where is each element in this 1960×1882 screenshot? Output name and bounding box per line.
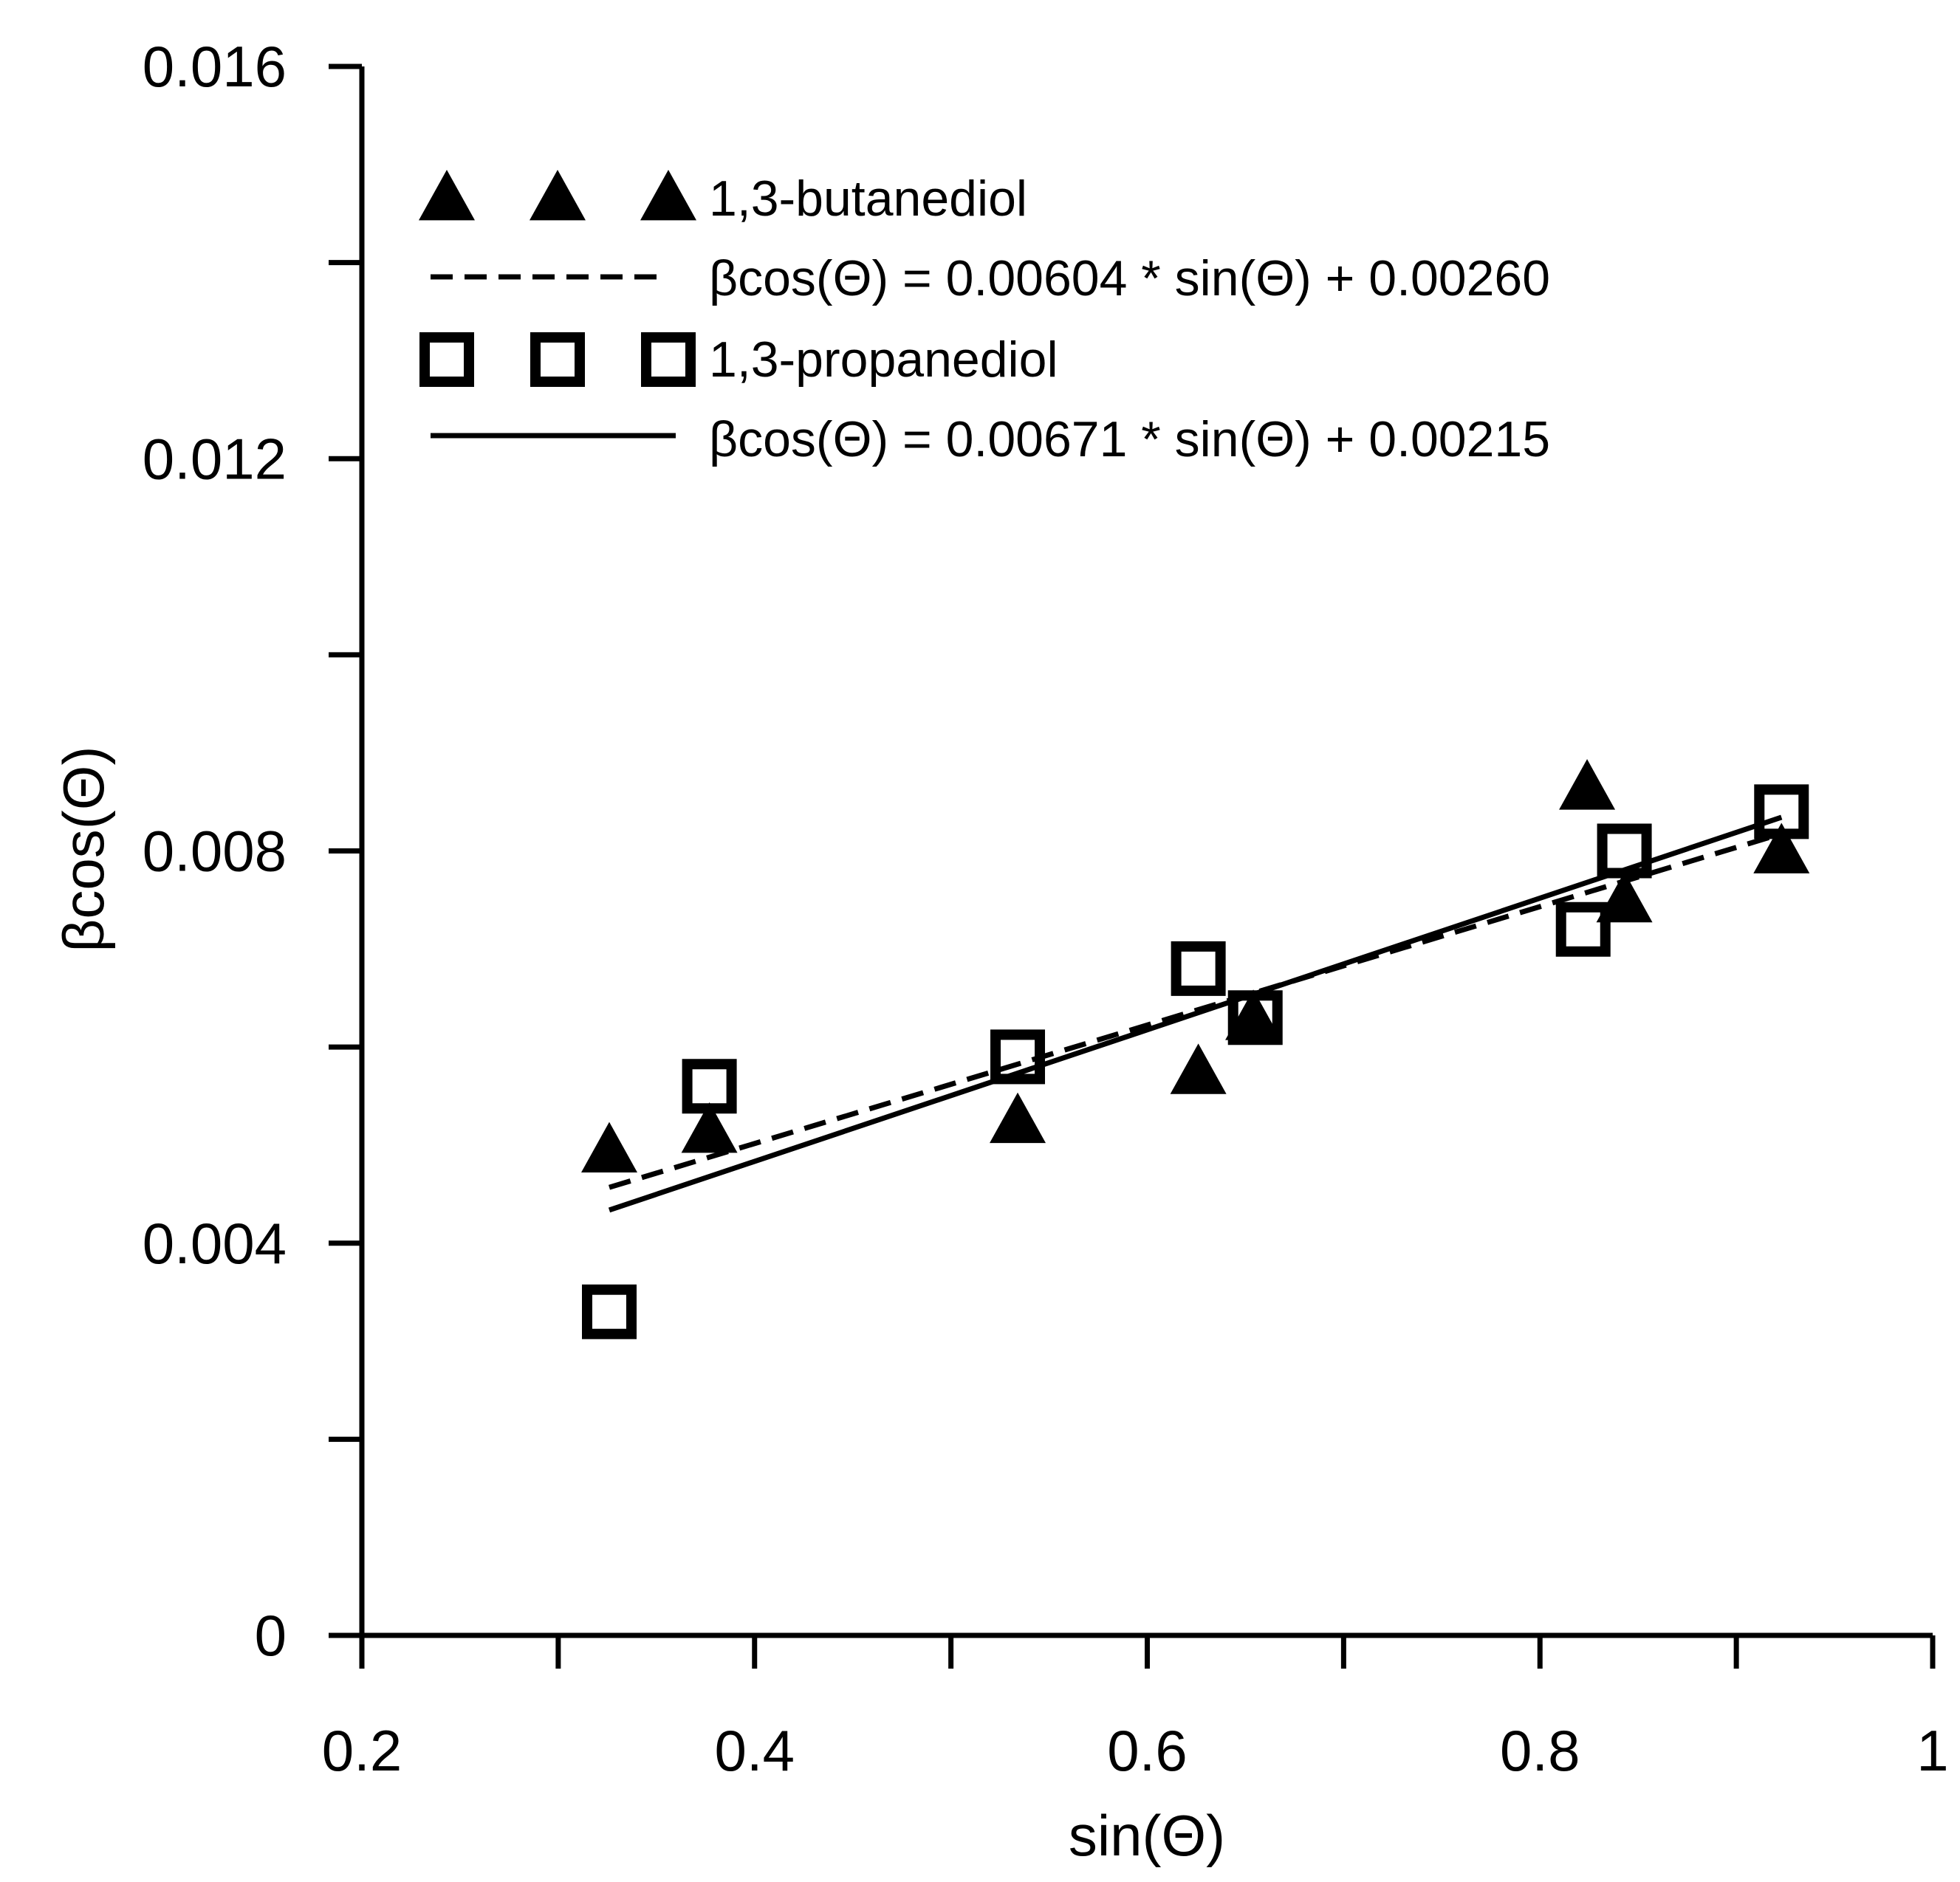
legend-marker-triangle — [640, 170, 696, 221]
x-axis-title: sin(Θ) — [1069, 1803, 1225, 1868]
x-tick-label: 1 — [1916, 1718, 1948, 1783]
y-tick-label: 0.008 — [143, 819, 287, 884]
legend-marker-square — [641, 332, 696, 387]
point-propanediol — [1754, 784, 1809, 839]
y-tick-label: 0.012 — [143, 426, 287, 491]
data-points — [581, 759, 1810, 1339]
point-propanediol — [1555, 901, 1611, 957]
point-butanediol — [581, 1122, 638, 1172]
legend-label-butanediol: 1,3-butanediol — [709, 171, 1027, 227]
point-butanediol — [1170, 1043, 1227, 1094]
fit-line-solid — [608, 814, 1783, 1213]
point-propanediol — [682, 1059, 737, 1114]
y-ticks: 0 0.004 0.008 0.012 0.016 — [143, 34, 362, 1668]
legend-label-solid-fit: βcos(Θ) = 0.00671 * sin(Θ) + 0.00215 — [709, 411, 1550, 467]
legend-markers-propanediol — [419, 332, 696, 387]
point-butanediol — [681, 1102, 738, 1153]
y-tick-label: 0 — [255, 1603, 287, 1668]
x-tick-label: 0.8 — [1500, 1718, 1580, 1783]
point-propanediol — [1171, 941, 1226, 996]
y-axis-title: βcos(Θ) — [51, 746, 116, 952]
point-butanediol — [990, 1092, 1046, 1144]
legend: 1,3-butanediol βcos(Θ) = 0.00604 * sin(Θ… — [419, 170, 1550, 467]
fit-line-dashed — [608, 831, 1783, 1190]
point-propanediol — [1597, 823, 1652, 879]
legend-marker-triangle — [530, 170, 586, 221]
point-propanediol — [990, 1029, 1046, 1085]
point-propanediol — [1227, 990, 1283, 1045]
point-propanediol — [582, 1284, 637, 1339]
y-tick-label: 0.016 — [143, 34, 287, 99]
x-tick-label: 0.6 — [1107, 1718, 1187, 1783]
legend-marker-triangle — [419, 170, 475, 221]
legend-label-dashed-fit: βcos(Θ) = 0.00604 * sin(Θ) + 0.00260 — [709, 250, 1550, 306]
legend-marker-square — [419, 332, 474, 387]
legend-marker-square — [530, 332, 585, 387]
legend-markers-butanediol — [419, 170, 696, 221]
point-butanediol — [1753, 822, 1810, 873]
y-tick-label: 0.004 — [143, 1211, 287, 1276]
fit-lines — [608, 814, 1783, 1213]
point-butanediol — [1559, 759, 1616, 810]
x-tick-label: 0.4 — [715, 1718, 795, 1783]
point-butanediol — [1225, 989, 1282, 1040]
x-ticks: 0.2 0.4 0.6 0.8 1 — [322, 1635, 1949, 1783]
x-tick-label: 0.2 — [322, 1718, 402, 1783]
legend-label-propanediol: 1,3-propanediol — [709, 332, 1058, 388]
